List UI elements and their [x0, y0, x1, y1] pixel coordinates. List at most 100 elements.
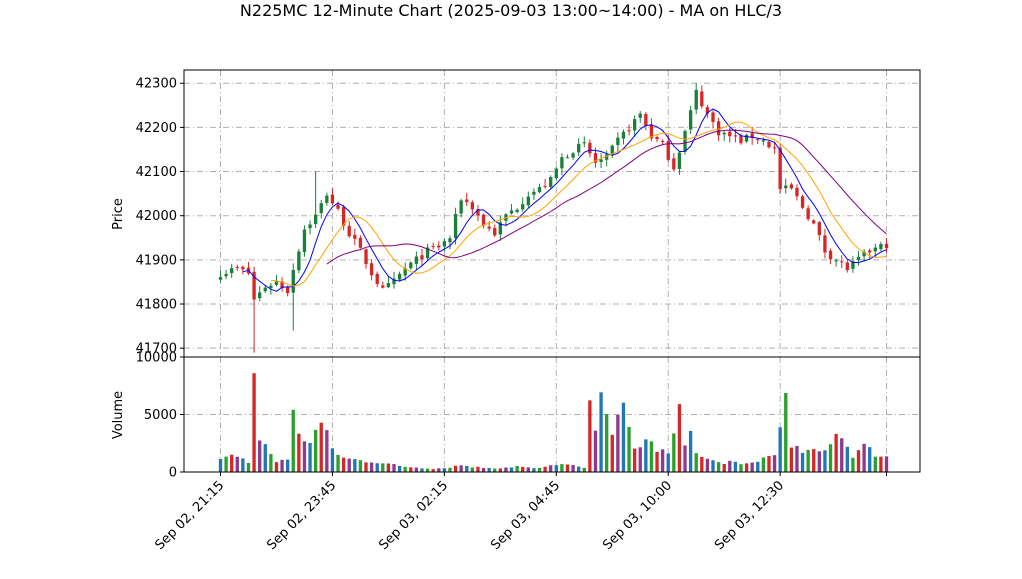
volume-bar [297, 433, 301, 472]
candle-body [431, 246, 435, 248]
candle-body [873, 247, 877, 252]
candle-body [565, 157, 570, 159]
volume-bar [800, 452, 805, 472]
volume-bar [616, 414, 620, 472]
candle-body [616, 137, 620, 145]
candle-body [543, 185, 547, 187]
volume-bar [744, 463, 749, 472]
candle-body [795, 187, 799, 197]
volume-bar [644, 439, 648, 472]
candle-body [364, 249, 368, 265]
candle-body [414, 256, 419, 264]
candle-body [481, 214, 486, 226]
volume-ytick-label: 10000 [136, 351, 177, 366]
candle-body [756, 139, 760, 141]
price-grid [184, 70, 920, 357]
candle-body [319, 203, 323, 214]
candle-body [840, 261, 844, 263]
volume-bar [806, 449, 810, 472]
candle-body [632, 119, 637, 131]
volume-bar [218, 458, 223, 472]
volume-bar [666, 453, 670, 472]
candle-body [694, 89, 698, 110]
volume-bar [369, 462, 374, 472]
candle-body [230, 268, 234, 274]
volume-bar [392, 464, 396, 472]
candle-body [330, 194, 335, 204]
candle-body [285, 286, 290, 294]
volume-bar [772, 455, 777, 472]
candle-body [358, 237, 363, 248]
candle-body [515, 209, 519, 212]
volume-bar [750, 462, 754, 472]
candle-body [884, 243, 889, 249]
volume-bar [504, 467, 508, 472]
candle-body [868, 250, 872, 253]
volume-bar [873, 456, 877, 472]
volume-bar [509, 467, 514, 472]
candle-body [470, 202, 475, 210]
volume-bar [403, 466, 407, 472]
candle-body [218, 277, 223, 280]
volume-bar [756, 461, 760, 472]
volume-bar [347, 458, 351, 472]
volume-bar [711, 460, 715, 472]
candle-body [845, 262, 849, 271]
volume-bar [728, 460, 732, 472]
candle-body [605, 154, 609, 160]
candle-body [560, 157, 564, 169]
candle-body [448, 238, 452, 243]
candle-body [834, 260, 838, 262]
candle-body [577, 143, 581, 153]
volume-bar [241, 458, 245, 472]
volume-bar [655, 451, 659, 472]
volume-bar [778, 427, 782, 472]
volume-bar [341, 457, 346, 472]
volume-bar [716, 462, 721, 472]
volume-bar [856, 450, 861, 472]
volume-bar [705, 458, 710, 472]
volume-bar [593, 430, 598, 472]
candle-body [655, 137, 659, 140]
volume-bar [431, 469, 435, 472]
x-tick-label: Sep 02, 21:15 [152, 478, 227, 553]
volume-bar [560, 464, 564, 472]
candle-body [420, 255, 424, 260]
volume-bar [677, 404, 682, 472]
candle-body [386, 283, 391, 288]
volume-bar [767, 456, 771, 472]
volume-bar [784, 392, 788, 472]
volume-bar [280, 459, 284, 472]
volume-bar [834, 433, 838, 472]
candle-body [711, 112, 715, 122]
candle-body [666, 141, 670, 160]
volume-bar [302, 441, 307, 472]
candle-body [347, 225, 351, 237]
volume-bar [258, 440, 262, 472]
candle-body [806, 208, 810, 220]
ma-short-line [242, 108, 887, 292]
candle-body [392, 278, 396, 285]
x-tick-label: Sep 03, 12:30 [712, 478, 787, 553]
candle-body [403, 268, 407, 276]
candle-body [571, 153, 575, 158]
volume-bar [381, 463, 385, 472]
volume-bar [532, 468, 536, 472]
volume-bar [610, 434, 614, 472]
volume-bar [330, 448, 335, 472]
candle-body [683, 131, 687, 152]
volume-bar [700, 456, 704, 472]
volume-ytick-label: 5000 [144, 408, 177, 423]
volume-bar [660, 449, 665, 472]
volume-bar [672, 433, 676, 472]
candle-body [621, 131, 626, 139]
volume-bar [325, 430, 329, 472]
candle-body [258, 292, 262, 299]
volume-bar [515, 466, 519, 472]
candle-body [828, 250, 833, 260]
volume-bar [733, 461, 738, 472]
candle-body [554, 168, 558, 179]
candle-body [638, 113, 642, 118]
volume-bar [425, 468, 430, 472]
price-panel: 41700 41800 41900 42000 42100 42200 42300 Pric… [111, 69, 921, 473]
